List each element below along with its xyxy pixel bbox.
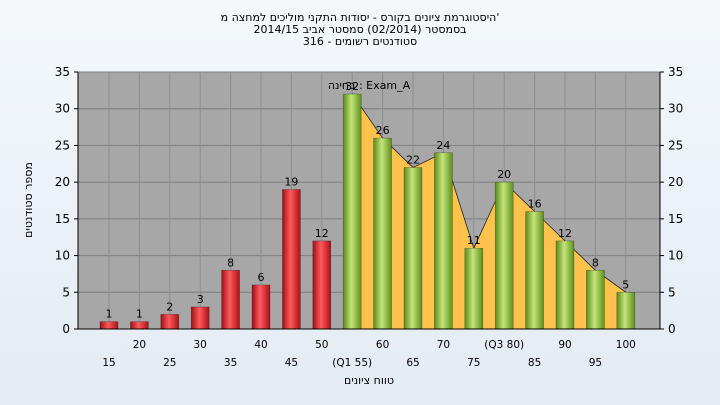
value-label-0: 1 xyxy=(106,308,113,321)
x-tick-label-12: 75 xyxy=(467,357,480,369)
y-axis-label: מספר סטודנטים xyxy=(22,162,35,238)
value-label-5: 6 xyxy=(258,271,265,284)
value-label-10: 22 xyxy=(406,153,420,166)
y-tick-label-left: 0 xyxy=(62,322,70,336)
value-label-13: 20 xyxy=(497,168,511,181)
bar-8 xyxy=(342,93,362,330)
x-tick-label-5: 40 xyxy=(254,339,267,351)
chart-title-line-3: סטודנטים רשומים - 316 xyxy=(302,35,418,48)
chart-title-line-1: היסטוגרמת ציונים בקורס - יסודות התקני מו… xyxy=(220,11,500,24)
value-label-3: 3 xyxy=(197,293,204,306)
bar-2 xyxy=(160,314,180,330)
x-tick-label-11: 70 xyxy=(437,339,450,351)
bar-10 xyxy=(403,167,423,330)
x-axis-label: טווח ציונים xyxy=(344,374,394,387)
y-tick-label-left: 35 xyxy=(55,65,70,79)
bar-11 xyxy=(434,152,453,330)
y-tick-label-right: 20 xyxy=(668,175,683,189)
y-tick-label-left: 30 xyxy=(55,102,70,116)
x-tick-label-6: 45 xyxy=(285,357,298,369)
bar-3 xyxy=(190,306,210,330)
x-tick-label-2: 25 xyxy=(163,357,176,369)
x-tick-label-1: 20 xyxy=(133,339,146,351)
x-tick-label-13: (Q3 80) xyxy=(484,339,524,351)
y-tick-label-right: 25 xyxy=(668,138,683,152)
y-tick-label-left: 5 xyxy=(62,285,70,299)
bar-9 xyxy=(373,137,392,330)
exam-annotation: בחינה : Exam_A xyxy=(328,79,411,92)
y-tick-label-left: 15 xyxy=(55,212,70,226)
value-label-17: 5 xyxy=(622,278,629,291)
value-label-12: 11 xyxy=(467,234,481,247)
x-tick-label-9: 60 xyxy=(376,339,389,351)
value-label-1: 1 xyxy=(136,308,143,321)
x-tick-label-15: 90 xyxy=(558,339,571,351)
bar-15 xyxy=(555,240,575,330)
bar-13 xyxy=(494,181,514,330)
y-tick-label-right: 15 xyxy=(668,212,683,226)
bar-16 xyxy=(586,269,605,330)
x-tick-label-17: 100 xyxy=(616,339,636,351)
y-tick-label-left: 20 xyxy=(55,175,70,189)
y-tick-label-right: 10 xyxy=(668,249,683,263)
bar-4 xyxy=(221,269,240,330)
bar-1 xyxy=(130,321,149,330)
chart-title-line-2: בסמסטר (02/2014) סמסטר אביב 2014/15 xyxy=(253,23,467,36)
x-tick-label-14: 85 xyxy=(528,357,541,369)
value-label-11: 24 xyxy=(436,139,450,152)
value-label-6: 19 xyxy=(284,175,298,188)
x-tick-label-3: 30 xyxy=(194,339,207,351)
y-tick-label-right: 30 xyxy=(668,102,683,116)
bar-7 xyxy=(312,240,332,330)
x-tick-label-4: 35 xyxy=(224,357,237,369)
x-tick-label-16: 95 xyxy=(589,357,602,369)
value-label-2: 2 xyxy=(166,300,173,313)
bar-14 xyxy=(525,211,544,330)
value-label-4: 8 xyxy=(227,256,234,269)
y-tick-label-right: 0 xyxy=(668,322,676,336)
y-tick-label-right: 5 xyxy=(668,285,676,299)
value-label-7: 12 xyxy=(315,227,329,240)
bar-6 xyxy=(282,189,301,330)
value-label-9: 26 xyxy=(376,124,390,137)
bar-0 xyxy=(99,321,119,330)
value-label-14: 16 xyxy=(528,198,542,211)
y-tick-label-left: 10 xyxy=(55,249,70,263)
bar-12 xyxy=(464,247,484,330)
value-label-15: 12 xyxy=(558,227,572,240)
value-label-16: 8 xyxy=(592,256,599,269)
y-tick-label-right: 35 xyxy=(668,65,683,79)
bar-17 xyxy=(616,291,636,330)
x-tick-label-0: 15 xyxy=(102,357,115,369)
x-tick-label-8: (Q1 55) xyxy=(332,357,372,369)
x-tick-label-10: 65 xyxy=(406,357,419,369)
x-tick-label-7: 50 xyxy=(315,339,328,351)
y-tick-label-left: 25 xyxy=(55,138,70,152)
value-label-8: 32 xyxy=(345,80,359,93)
bar-5 xyxy=(251,284,271,330)
